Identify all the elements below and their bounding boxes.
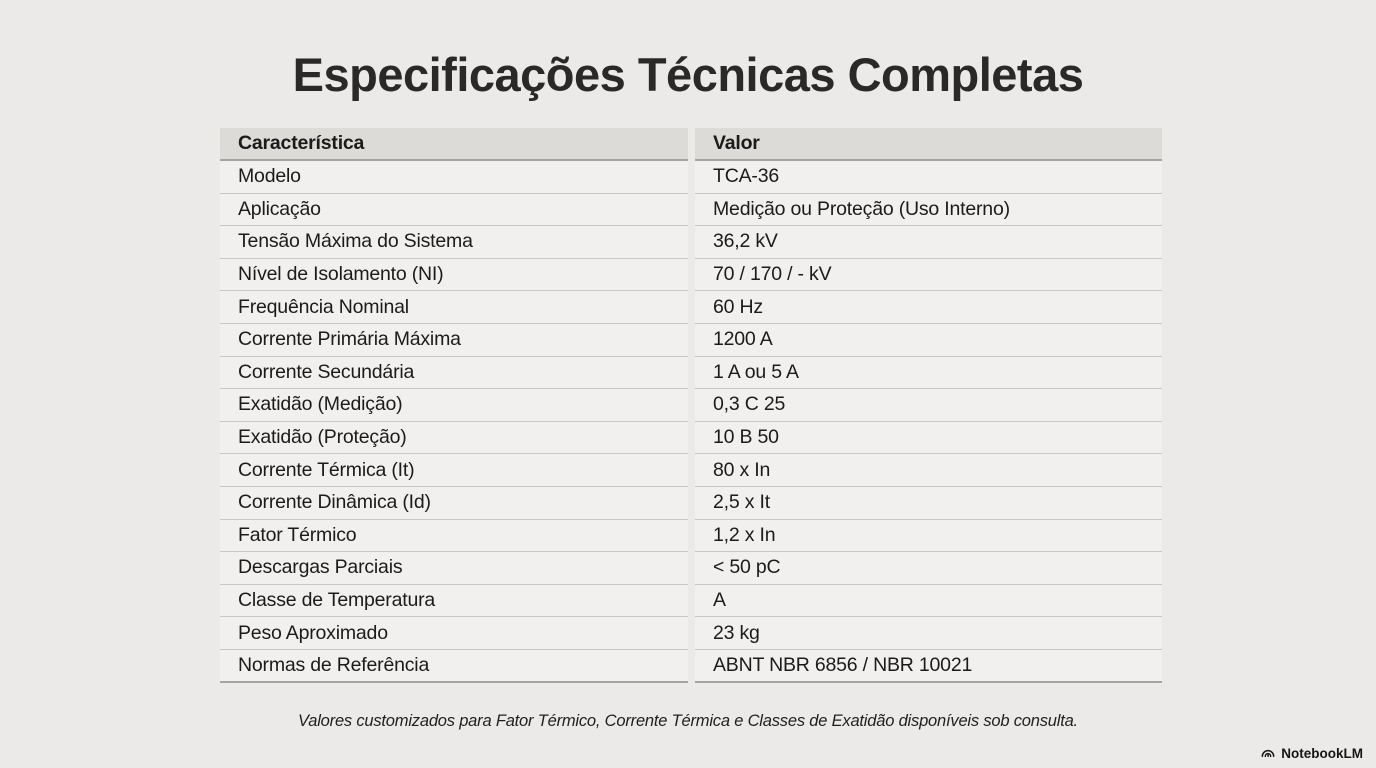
table-row: Nível de Isolamento (NI) 70 / 170 / - kV xyxy=(220,258,1162,292)
row-value: 70 / 170 / - kV xyxy=(695,258,1162,292)
row-characteristic: Nível de Isolamento (NI) xyxy=(220,258,688,292)
row-characteristic: Classe de Temperatura xyxy=(220,584,688,618)
page-title: Especificações Técnicas Completas xyxy=(292,48,1084,101)
row-value: 36,2 kV xyxy=(695,226,1162,259)
table-row: Peso Aproximado 23 kg xyxy=(220,617,1162,650)
row-value: ABNT NBR 6856 / NBR 10021 xyxy=(695,649,1162,683)
row-characteristic: Descargas Parciais xyxy=(220,552,688,585)
row-value: TCA-36 xyxy=(695,161,1162,194)
row-characteristic: Peso Aproximado xyxy=(220,617,688,650)
row-value: 60 Hz xyxy=(695,291,1162,324)
row-characteristic: Corrente Primária Máxima xyxy=(220,323,688,357)
table-row: Frequência Nominal 60 Hz xyxy=(220,291,1162,324)
column-header-characteristic: Característica xyxy=(220,128,688,161)
table-row: Corrente Primária Máxima 1200 A xyxy=(220,323,1162,357)
row-characteristic: Normas de Referência xyxy=(220,649,688,683)
row-value: 23 kg xyxy=(695,617,1162,650)
row-value: 0,3 C 25 xyxy=(695,389,1162,422)
row-value: 1 A ou 5 A xyxy=(695,356,1162,390)
row-value: Medição ou Proteção (Uso Interno) xyxy=(695,193,1162,227)
notebooklm-logo-icon xyxy=(1260,745,1276,761)
row-characteristic: Corrente Térmica (It) xyxy=(220,454,688,487)
notebooklm-label: NotebookLM xyxy=(1281,745,1363,761)
row-value: A xyxy=(695,584,1162,618)
notebooklm-watermark: NotebookLM xyxy=(1260,745,1363,761)
table-row: Corrente Secundária 1 A ou 5 A xyxy=(220,356,1162,390)
row-characteristic: Aplicação xyxy=(220,193,688,227)
footnote: Valores customizados para Fator Térmico,… xyxy=(298,712,1078,730)
spec-table-body: Modelo TCA-36 Aplicação Medição ou Prote… xyxy=(220,161,1162,683)
table-row: Fator Térmico 1,2 x In xyxy=(220,519,1162,553)
table-row: Exatidão (Proteção) 10 B 50 xyxy=(220,421,1162,455)
row-characteristic: Exatidão (Medição) xyxy=(220,389,688,422)
table-row: Corrente Térmica (It) 80 x In xyxy=(220,454,1162,487)
table-header-row: Característica Valor xyxy=(220,128,1162,161)
column-header-value: Valor xyxy=(695,128,1162,161)
row-characteristic: Exatidão (Proteção) xyxy=(220,421,688,455)
row-characteristic: Corrente Secundária xyxy=(220,356,688,390)
row-value: 10 B 50 xyxy=(695,421,1162,455)
row-characteristic: Modelo xyxy=(220,161,688,194)
table-row: Aplicação Medição ou Proteção (Uso Inter… xyxy=(220,193,1162,227)
row-characteristic: Frequência Nominal xyxy=(220,291,688,324)
table-row: Corrente Dinâmica (Id) 2,5 x It xyxy=(220,486,1162,520)
table-row: Exatidão (Medição) 0,3 C 25 xyxy=(220,389,1162,422)
row-characteristic: Tensão Máxima do Sistema xyxy=(220,226,688,259)
table-row: Classe de Temperatura A xyxy=(220,584,1162,618)
table-row: Modelo TCA-36 xyxy=(220,161,1162,194)
table-row: Descargas Parciais < 50 pC xyxy=(220,552,1162,585)
row-characteristic: Corrente Dinâmica (Id) xyxy=(220,486,688,520)
spec-table: Característica Valor Modelo TCA-36 Aplic… xyxy=(220,128,1162,683)
row-characteristic: Fator Térmico xyxy=(220,519,688,553)
row-value: 1,2 x In xyxy=(695,519,1162,553)
row-value: < 50 pC xyxy=(695,552,1162,585)
row-value: 80 x In xyxy=(695,454,1162,487)
table-row: Tensão Máxima do Sistema 36,2 kV xyxy=(220,226,1162,259)
row-value: 2,5 x It xyxy=(695,486,1162,520)
row-value: 1200 A xyxy=(695,323,1162,357)
table-row: Normas de Referência ABNT NBR 6856 / NBR… xyxy=(220,649,1162,683)
